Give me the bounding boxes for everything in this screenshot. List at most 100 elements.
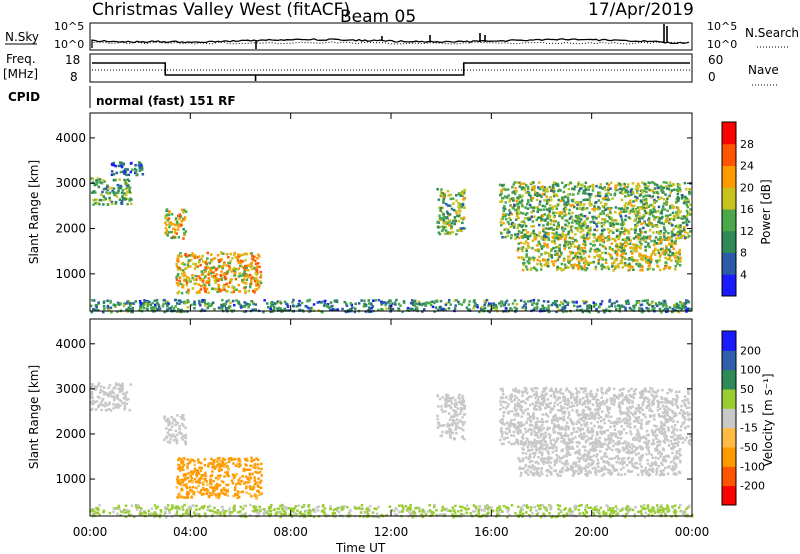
echo-cell [567,413,571,417]
echo-cell [664,193,667,196]
echo-cell [512,226,516,229]
echo-cell [626,190,630,194]
echo-cell [526,391,529,395]
echo-cell [658,185,661,189]
echo-cell [518,390,521,393]
echo-cell [156,301,159,305]
echo-cell [543,235,546,238]
echo-cell [446,394,450,397]
echo-cell [613,192,617,195]
echo-cell [638,220,642,223]
echo-cell [112,191,115,194]
echo-cell [97,301,100,304]
echo-cell [513,425,516,429]
echo-cell [244,291,247,295]
echo-cell [537,398,540,402]
echo-cell [202,481,205,484]
echo-cell [166,308,169,311]
echo-cell [681,195,684,199]
echo-cell [587,406,590,409]
echo-cell [201,298,204,302]
echo-cell [674,240,677,243]
echo-cell [570,215,573,218]
echo-cell [241,260,244,263]
echo-cell [468,308,471,311]
echo-cell [604,194,608,197]
echo-cell [175,440,178,443]
echo-cell [569,391,572,395]
echo-cell [179,223,183,227]
echo-cell [571,264,575,267]
echo-cell [582,251,586,255]
echo-cell [526,217,530,220]
echo-cell [598,192,602,195]
echo-cell [642,435,646,438]
echo-cell [520,241,523,245]
echo-cell [182,228,185,231]
echo-cell [558,249,561,253]
echo-cell [652,214,655,218]
echo-cell [542,189,545,192]
echo-cell [630,228,633,231]
echo-cell [593,417,596,421]
echo-cell [513,398,516,401]
echo-cell [119,164,123,167]
echo-cell [217,288,221,291]
echo-cell [100,403,104,407]
echo-cell [508,430,511,434]
echo-cell [547,227,551,230]
echo-cell [636,189,639,192]
echo-cell [456,214,459,218]
echo-cell [581,235,585,239]
echo-cell [204,302,207,306]
echo-cell [182,211,185,214]
echo-cell [244,259,247,262]
echo-cell [175,278,179,282]
echo-cell [599,186,602,189]
echo-cell [90,304,93,308]
echo-cell [526,242,530,245]
echo-cell [416,302,419,306]
echo-cell [154,303,157,307]
echo-cell [203,463,207,467]
echo-cell [377,298,381,302]
echo-cell [664,408,667,412]
echo-cell [201,277,204,281]
echo-cell [634,208,638,212]
echo-cell [172,439,176,442]
echo-cell [653,200,656,204]
echo-cell [683,181,687,185]
echo-cell [130,202,133,206]
echo-cell [540,418,544,421]
echo-cell [457,219,461,223]
echo-cell [325,303,328,307]
echo-cell [169,428,173,431]
echo-cell [187,276,191,280]
echo-cell [197,261,201,264]
echo-cell [441,192,445,195]
echo-cell [530,433,533,436]
echo-cell [178,457,181,460]
echo-cell [636,182,640,186]
echo-cell [576,247,580,250]
echo-cell [507,441,511,444]
echo-cell [581,403,584,406]
echo-cell [674,260,678,263]
echo-cell [591,413,595,416]
echo-cell [250,456,253,460]
echo-cell [115,195,119,198]
echo-cell [625,244,628,248]
echo-cell [657,265,660,268]
echo-cell [437,231,441,234]
echo-cell [542,227,545,231]
echo-cell [644,245,647,249]
echo-cell [610,242,613,245]
echo-cell [443,216,446,219]
echo-cell [557,221,560,224]
echo-cell [637,238,640,241]
echo-cell [168,307,171,310]
echo-cell [233,488,237,492]
echo-cell [563,305,567,308]
echo-cell [515,181,519,184]
echo-cell [541,307,545,310]
